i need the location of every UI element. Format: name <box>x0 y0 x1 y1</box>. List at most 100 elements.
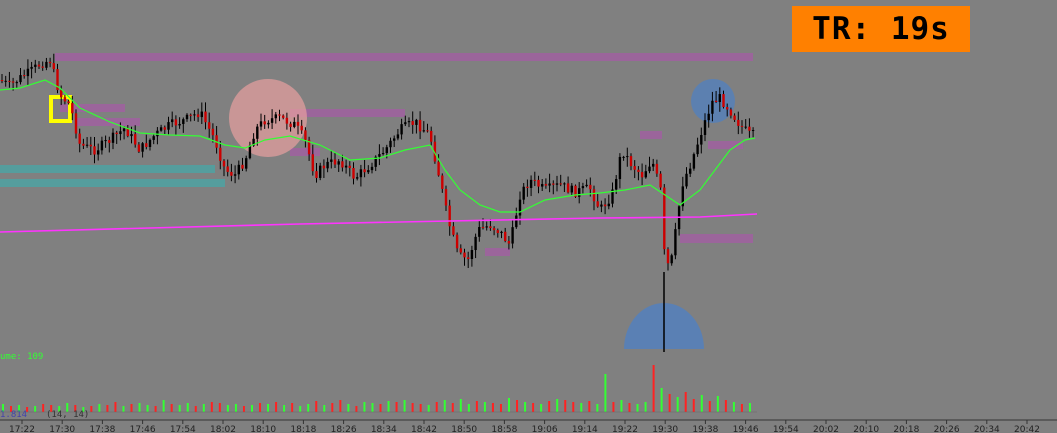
timer-box: TR: 19s <box>792 6 970 52</box>
candle-body <box>578 188 581 197</box>
x-tick-label: 17:30 <box>49 425 75 433</box>
candle-body <box>481 227 485 229</box>
candle-body <box>637 169 640 173</box>
zone-purple-3 <box>75 118 140 126</box>
volume-bar <box>42 404 45 412</box>
candle-body <box>226 166 229 172</box>
volume-bar <box>692 399 695 412</box>
candle-body <box>611 189 614 204</box>
candle-body <box>566 183 570 193</box>
candle-body <box>515 215 518 228</box>
zone-layer <box>0 53 753 256</box>
volume-bar <box>315 401 318 412</box>
zone-purple-7 <box>680 234 753 243</box>
candle-body <box>97 150 100 155</box>
candle-body <box>648 166 651 172</box>
candle-body <box>729 109 733 116</box>
candle-body <box>404 122 407 125</box>
candle-body <box>603 204 607 207</box>
candle-body <box>689 168 692 174</box>
volume-bar <box>291 403 294 412</box>
volume-bar <box>508 398 511 412</box>
volume-bar <box>435 402 438 412</box>
volume-bar <box>740 404 743 412</box>
volume-bar <box>347 404 350 412</box>
candle-body <box>293 121 296 127</box>
volume-bar <box>596 404 599 412</box>
volume-bar <box>130 404 133 412</box>
candle-body <box>48 61 52 64</box>
zone-teal-2 <box>0 179 225 187</box>
candle-body <box>485 226 488 228</box>
volume-bar <box>620 400 623 412</box>
candle-body <box>411 121 414 125</box>
volume-bar <box>178 405 181 412</box>
zone-purple-6 <box>708 141 743 149</box>
candle-body <box>407 121 411 123</box>
volume-bar <box>50 405 53 412</box>
volume-bar <box>106 405 109 412</box>
candle-body <box>130 134 133 137</box>
candle-body <box>45 61 48 68</box>
candle-body <box>60 90 63 98</box>
volume-bar <box>275 402 278 412</box>
candle-body <box>296 121 300 126</box>
timer-value: 19s <box>890 11 950 47</box>
x-tick-label: 19:54 <box>773 425 799 433</box>
candle-body <box>629 156 633 167</box>
volume-bar <box>467 404 470 412</box>
candle-body <box>171 119 174 123</box>
volume-bar <box>427 405 430 412</box>
candle-body <box>8 80 11 82</box>
candle-body <box>208 122 211 129</box>
candle-body <box>418 119 422 132</box>
candle-body <box>711 100 714 114</box>
candle-body <box>492 228 496 231</box>
x-tick-label: 18:18 <box>290 425 316 433</box>
candle-body <box>622 156 625 158</box>
volume-bar <box>532 403 535 412</box>
candle-body <box>385 147 388 154</box>
candle-body <box>185 114 189 120</box>
x-tick-label: 19:06 <box>532 425 558 433</box>
candle-body <box>344 165 348 168</box>
candle-body <box>41 66 44 68</box>
candle-body <box>700 134 703 145</box>
x-tick-label: 20:42 <box>1014 425 1040 433</box>
candle-body <box>529 179 533 188</box>
x-tick-label: 18:58 <box>491 425 517 433</box>
volume-bar <box>459 399 462 412</box>
candle-body <box>596 201 599 207</box>
volume-bar <box>644 402 647 412</box>
ma-fast-line <box>0 79 756 213</box>
volume-bar <box>82 407 85 412</box>
candle-body <box>703 120 707 135</box>
volume-bar <box>419 404 422 412</box>
candle-body <box>52 63 55 70</box>
candle-body <box>119 131 122 135</box>
candle-body <box>489 226 492 229</box>
candle-body <box>300 125 303 131</box>
x-tick-label: 19:22 <box>612 425 638 433</box>
candle-body <box>626 156 629 158</box>
volume-bar <box>250 405 253 412</box>
candle-body <box>618 156 622 180</box>
candle-body <box>326 161 329 169</box>
candle-body <box>500 231 503 234</box>
candle-body <box>222 160 226 167</box>
candle-body <box>67 101 70 104</box>
volume-bar <box>724 400 727 412</box>
volume-bar <box>716 396 719 412</box>
candle-body <box>674 229 677 256</box>
volume-bar <box>732 402 735 412</box>
volume-bar <box>18 405 21 412</box>
candle-body <box>367 170 370 173</box>
candle-body <box>289 123 292 127</box>
candle-body <box>722 94 725 108</box>
candle-body <box>30 66 33 69</box>
volume-bar <box>34 406 37 412</box>
candle-body <box>315 171 318 178</box>
x-tick-label: 18:34 <box>371 425 397 433</box>
x-tick-group: 17:22 17:30 17:38 17:46 17:54 18:02 18:10 18:18… <box>9 420 1040 433</box>
